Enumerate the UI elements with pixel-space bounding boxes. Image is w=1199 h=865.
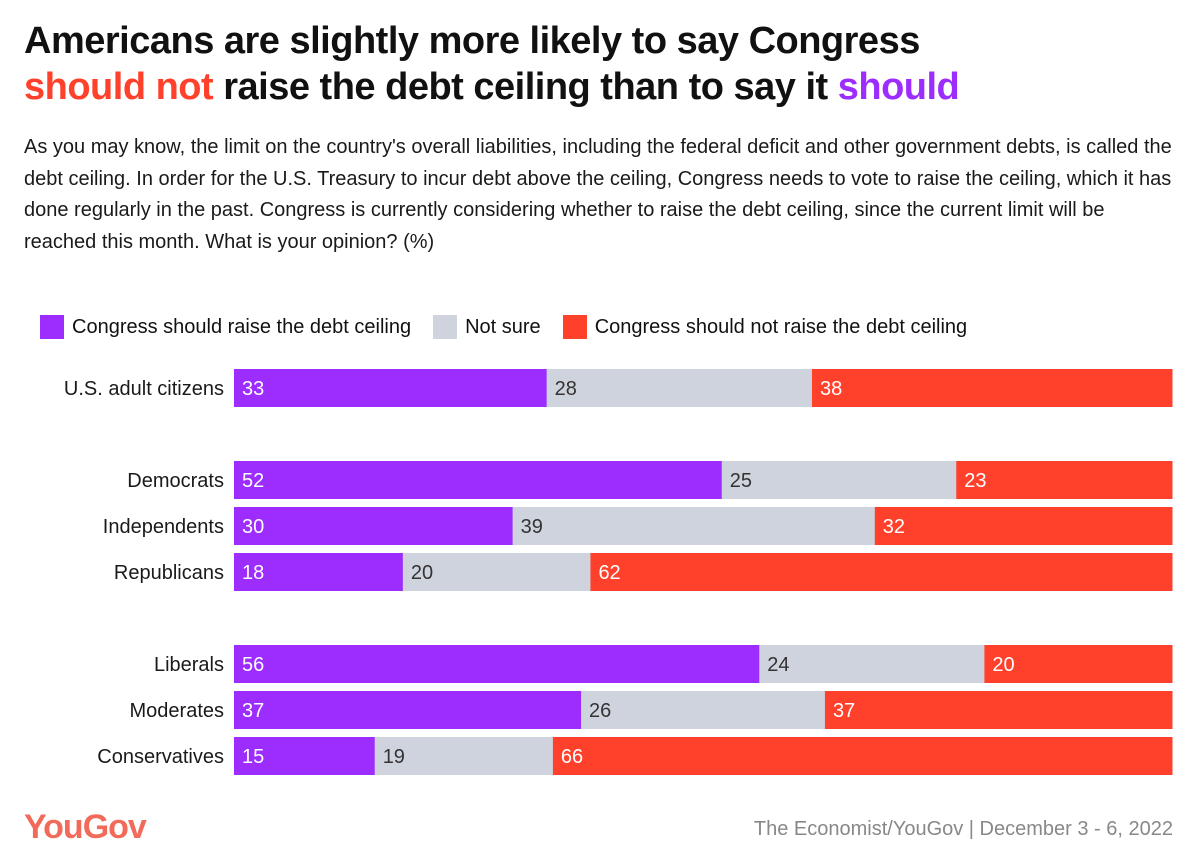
data-label: 23 bbox=[964, 470, 986, 492]
bar-not-raise bbox=[874, 507, 1173, 545]
data-label: 66 bbox=[561, 746, 583, 768]
bar-not-raise bbox=[956, 461, 1173, 499]
category-label: Conservatives bbox=[97, 746, 224, 768]
bar-raise bbox=[234, 369, 548, 407]
title-highlight-should-not: should not bbox=[24, 66, 214, 108]
yougov-logo: YouGov bbox=[24, 808, 147, 846]
data-label: 39 bbox=[521, 516, 543, 538]
bar-raise bbox=[234, 507, 514, 545]
data-label: 25 bbox=[730, 470, 752, 492]
legend-label: Congress should not raise the debt ceili… bbox=[594, 315, 968, 338]
data-label: 26 bbox=[589, 700, 611, 722]
chart-subtitle: As you may know, the limit on the countr… bbox=[24, 136, 1172, 253]
data-label: 30 bbox=[242, 516, 264, 538]
data-label: 56 bbox=[242, 654, 264, 676]
title-line1: Americans are slightly more likely to sa… bbox=[24, 20, 920, 62]
data-label: 20 bbox=[992, 654, 1014, 676]
bar-raise bbox=[234, 691, 582, 729]
data-label: 38 bbox=[820, 378, 842, 400]
data-label: 19 bbox=[383, 746, 405, 768]
data-label: 52 bbox=[242, 470, 264, 492]
legend-item-not-sure: Not sure bbox=[433, 315, 541, 339]
bar-not-sure bbox=[759, 645, 985, 683]
data-label: 24 bbox=[767, 654, 789, 676]
legend-swatch bbox=[562, 315, 587, 339]
data-label: 37 bbox=[833, 700, 855, 722]
data-label: 15 bbox=[242, 746, 264, 768]
data-label: 28 bbox=[555, 378, 577, 400]
bar-raise bbox=[234, 737, 376, 775]
data-label: 62 bbox=[598, 562, 620, 584]
data-label: 18 bbox=[242, 562, 264, 584]
category-label: Democrats bbox=[127, 470, 224, 492]
bar-not-raise bbox=[984, 645, 1173, 683]
category-label: U.S. adult citizens bbox=[64, 378, 224, 400]
legend-label: Congress should raise the debt ceiling bbox=[72, 315, 412, 338]
source-note: The Economist/YouGov | December 3 - 6, 2… bbox=[753, 818, 1173, 840]
title-middle: raise the debt ceiling than to say it bbox=[213, 66, 838, 108]
bar-not-raise bbox=[811, 369, 1173, 407]
bar-raise bbox=[234, 645, 760, 683]
legend-swatch bbox=[40, 315, 64, 339]
title-highlight-should: should bbox=[837, 66, 960, 108]
bar-raise bbox=[234, 461, 723, 499]
chart-title: Americans are slightly more likely to sa… bbox=[24, 18, 960, 110]
legend-item-not-raise: Congress should not raise the debt ceili… bbox=[562, 315, 968, 339]
bar-not-sure bbox=[581, 691, 826, 729]
bar-not-sure bbox=[374, 737, 554, 775]
data-label: 33 bbox=[242, 378, 264, 400]
bar-not-raise bbox=[590, 553, 1173, 591]
bar-not-sure bbox=[512, 507, 876, 545]
category-label: Independents bbox=[103, 516, 224, 538]
legend: Congress should raise the debt ceiling No… bbox=[40, 315, 989, 339]
data-label: 20 bbox=[411, 562, 433, 584]
legend-label: Not sure bbox=[465, 315, 541, 338]
category-label: Moderates bbox=[130, 700, 225, 722]
data-label: 32 bbox=[883, 516, 905, 538]
bar-not-raise bbox=[552, 737, 1173, 775]
bar-not-sure bbox=[721, 461, 957, 499]
bar-raise bbox=[234, 553, 404, 591]
data-label: 37 bbox=[242, 700, 264, 722]
bar-not-raise bbox=[824, 691, 1173, 729]
bar-not-sure bbox=[546, 369, 813, 407]
category-label: Republicans bbox=[114, 562, 224, 584]
legend-swatch bbox=[433, 315, 458, 339]
legend-item-raise: Congress should raise the debt ceiling bbox=[40, 315, 411, 339]
bar-not-sure bbox=[402, 553, 591, 591]
category-label: Liberals bbox=[154, 654, 224, 676]
